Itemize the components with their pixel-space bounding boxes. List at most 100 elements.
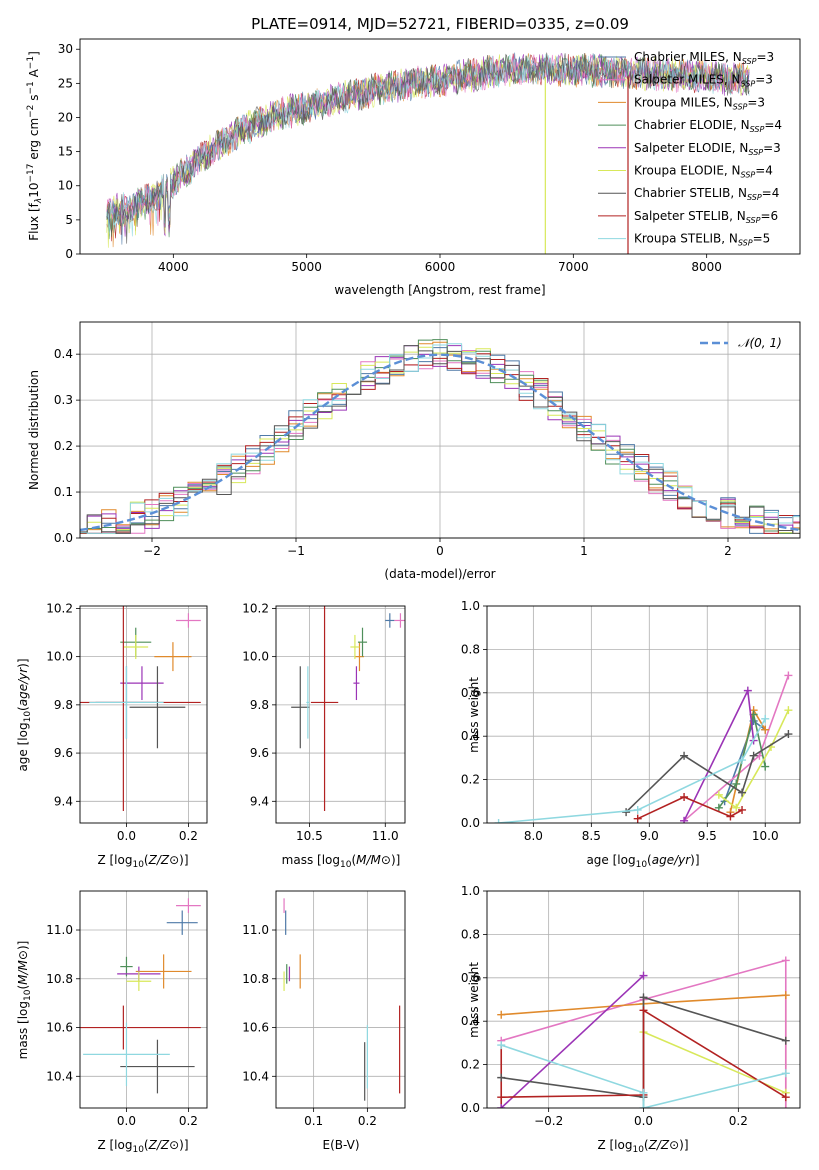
weight-marker-salp_stelib <box>726 812 735 821</box>
plot-area <box>106 52 750 254</box>
weight-marker-salp_stelib <box>781 1093 790 1102</box>
weight-line-krou_stelib <box>500 1044 786 1108</box>
label-part: 10 <box>340 860 352 870</box>
weight-marker-salp_elodie <box>497 1104 506 1108</box>
x-tick-label: −2 <box>143 544 161 558</box>
label-part: mass [log <box>16 1001 30 1059</box>
label-part: 10 <box>132 1145 144 1155</box>
x-tick-label: 0.0 <box>634 1114 653 1128</box>
y-tick-label: 0.1 <box>54 485 73 499</box>
plot-area <box>291 606 405 811</box>
legend-text: Salpeter STELIB, N <box>634 209 746 223</box>
spectrum-line-chab_stelib <box>106 52 750 244</box>
x-tick-label: 0.2 <box>729 1114 748 1128</box>
weight-marker-chab_elodie <box>714 803 723 812</box>
label-part: 10 <box>632 1145 644 1155</box>
x-tick-label: 5000 <box>291 260 322 274</box>
weight-line-salp_stelib <box>637 796 743 820</box>
y-tick-label: 10.2 <box>46 601 73 615</box>
y-tick-label: 0.4 <box>461 729 480 743</box>
y-tick-label: 10.0 <box>242 650 269 664</box>
legend-text: Chabrier MILES, N <box>634 50 742 64</box>
x-tick-label: 4000 <box>158 260 189 274</box>
histogram-chab_miles <box>80 347 800 534</box>
weight-marker-chab_elodie <box>761 762 770 771</box>
label-part: ( <box>647 853 652 867</box>
weight-marker-krou_elodie <box>784 706 793 715</box>
x-tick-label: 10.5 <box>296 829 323 843</box>
chart-age_vs_Z: 0.0 0.29.49.69.810.010.2Z [log10(Z/Z⊙)]ag… <box>16 601 208 870</box>
weight-line-krou_stelib <box>498 718 766 823</box>
y-tick-label: 1.0 <box>461 599 480 613</box>
x-tick-label: 11.0 <box>372 829 399 843</box>
histogram-krou_stelib <box>80 343 800 534</box>
x-axis-label: Z [log10(Z/Z⊙)] <box>97 853 188 870</box>
axes-frame <box>79 605 208 824</box>
label-part: 10 <box>23 711 33 723</box>
label-part: λ <box>34 198 44 204</box>
legend-label-chab_stelib: Chabrier STELIB, NSSP=4 <box>634 186 779 202</box>
label-part: 10 <box>132 860 144 870</box>
legend-label-krou_miles: Kroupa MILES, NSSP=3 <box>634 95 765 111</box>
normal-curve <box>80 353 800 532</box>
label-part: age [log <box>16 722 30 771</box>
legend-text: Salpeter MILES, N <box>634 73 741 87</box>
weight-marker-krou_stelib <box>497 1041 506 1050</box>
legend-text: Chabrier STELIB, N <box>634 186 747 200</box>
weight-marker-salp_stelib <box>497 1093 506 1102</box>
y-axis-label: Normed distribution <box>27 370 41 490</box>
label-part: Z [log <box>97 1138 132 1152</box>
y-tick-label: 10.4 <box>242 1069 269 1083</box>
y-tick-label: 20 <box>58 110 73 124</box>
y-tick-label: 0.8 <box>461 927 480 941</box>
weight-marker-krou_stelib <box>633 805 642 814</box>
x-tick-label: 0.0 <box>117 1114 136 1128</box>
weight-marker-krou_stelib <box>761 714 770 723</box>
x-axis-label: mass [log10(M/M⊙)] <box>282 853 401 870</box>
x-tick-label: 0.2 <box>179 829 198 843</box>
y-tick-label: 10.0 <box>46 650 73 664</box>
x-tick-label: −0.2 <box>534 1114 563 1128</box>
x-axis-label: age [log10(age/yr)] <box>586 853 699 870</box>
y-tick-label: 10.6 <box>46 1021 73 1035</box>
weight-marker-salp_elodie <box>680 816 689 823</box>
label-part: M/M⊙ <box>356 853 391 867</box>
legend-sub: SSP <box>742 57 757 66</box>
histogram-chab_stelib <box>80 345 800 534</box>
y-tick-label: 0.0 <box>461 1101 480 1115</box>
weight-marker-krou_miles <box>761 725 770 734</box>
label-part: ( <box>144 853 149 867</box>
label-part: )] <box>391 853 400 867</box>
y-tick-label: 10.4 <box>46 1069 73 1083</box>
legend-tail: =3 <box>763 141 781 155</box>
label-part: −1 <box>26 81 36 94</box>
y-tick-label: 0.2 <box>54 439 73 453</box>
x-tick-label: −1 <box>287 544 305 558</box>
x-axis-label: wavelength [Angstrom, rest frame] <box>334 283 545 297</box>
label-part: Z/Z⊙ <box>148 1138 180 1152</box>
legend-tail: =4 <box>755 164 773 178</box>
axes-frame <box>79 890 208 1109</box>
legend-tail: =3 <box>756 50 774 64</box>
weight-marker-chab_stelib <box>680 751 689 760</box>
weight-line-krou_elodie <box>718 709 790 809</box>
legend-sub: SSP <box>748 148 763 157</box>
axes-frame <box>486 605 801 824</box>
y-tick-label: 9.4 <box>250 794 269 808</box>
y-tick-label: 5 <box>65 213 73 227</box>
plot-area <box>497 956 790 1108</box>
y-tick-label: 1.0 <box>461 884 480 898</box>
chart-weight_vs_age: 8.0 8.5 9.0 9.5 10.0 0.0 0.2 0.4 0.6 0.8 1.0 age [l… <box>461 599 801 870</box>
y-tick-label: 0.2 <box>461 1058 480 1072</box>
weight-marker-chab_stelib <box>749 751 758 760</box>
y-tick-label: 10.8 <box>242 972 269 986</box>
legend-sub: SSP <box>750 125 765 134</box>
label-part: Z/Z⊙ <box>648 1138 680 1152</box>
weight-marker-salp_stelib <box>639 1006 648 1015</box>
plot-area <box>80 606 201 811</box>
weight-line-salp_stelib <box>501 1008 787 1098</box>
weight-marker-chab_stelib <box>622 808 631 817</box>
label-part: )] <box>16 658 30 667</box>
label-part: age/yr <box>16 667 30 706</box>
